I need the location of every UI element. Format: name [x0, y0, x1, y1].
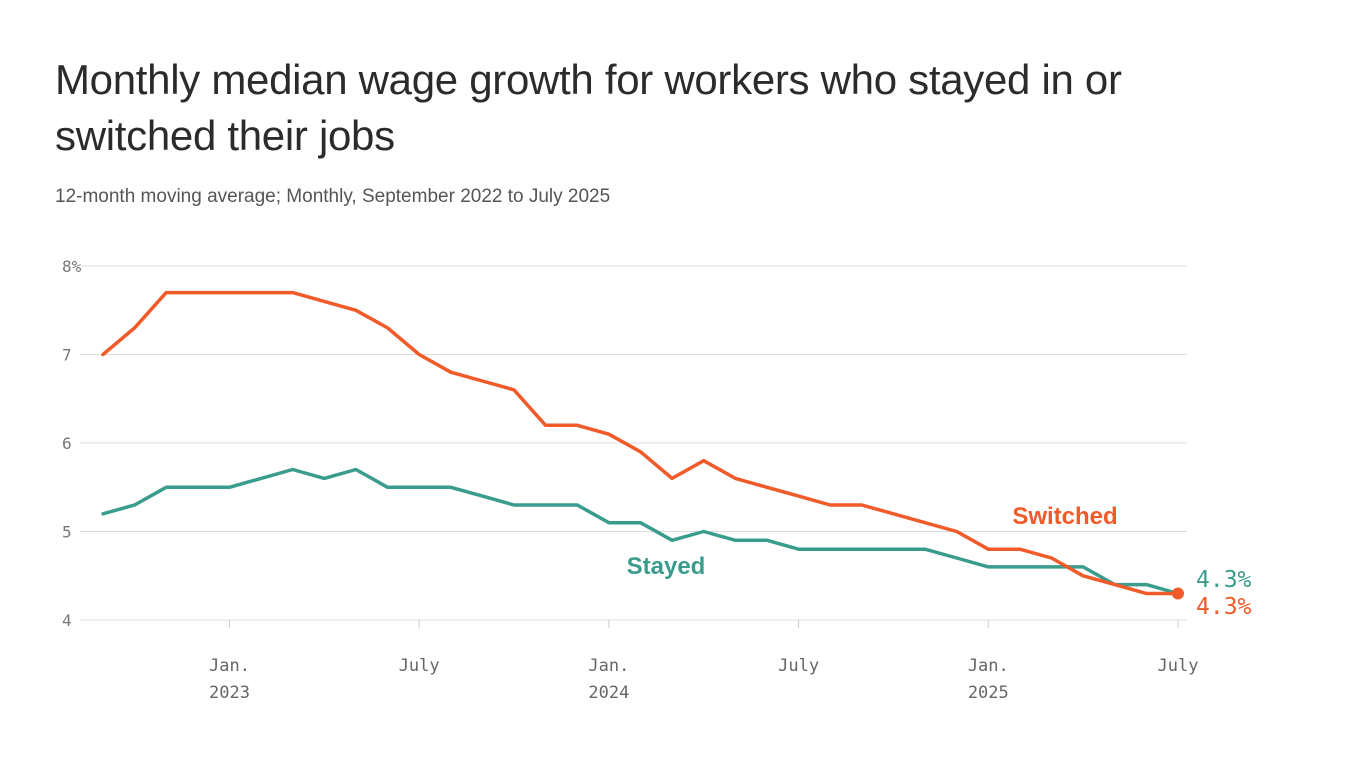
- gridlines: [80, 265, 1187, 621]
- x-tick-year-label: 2025: [968, 683, 1009, 703]
- x-tick-label: Jan.: [968, 656, 1009, 676]
- x-tick-label: July: [1158, 656, 1199, 676]
- series-label-stayed: Stayed: [627, 553, 706, 580]
- x-tick-label: July: [778, 656, 819, 676]
- x-tick-year-label: 2023: [209, 683, 250, 703]
- series-label-switched: Switched: [1012, 503, 1117, 530]
- chart-title: Monthly median wage growth for workers w…: [55, 56, 1122, 159]
- y-axis-ticks: 8% 7 6 5 4: [62, 257, 82, 630]
- x-tick-label: July: [399, 656, 440, 676]
- x-axis-ticks: Jan. 2023 July Jan. 2024 July Jan. 2025 July: [209, 620, 1198, 703]
- y-tick-label: 8%: [62, 257, 82, 276]
- series-lines: [101, 290, 1184, 600]
- y-tick-label: 4: [62, 611, 72, 630]
- y-tick-label: 6: [62, 434, 72, 453]
- chart-subtitle: 12-month moving average; Monthly, Septem…: [55, 186, 611, 207]
- x-tick-label: Jan.: [588, 656, 629, 676]
- series-line-stayed: [101, 467, 1180, 596]
- y-tick-label: 7: [62, 346, 72, 365]
- x-tick-year-label: 2024: [588, 683, 629, 703]
- series-line-switched: [101, 290, 1180, 596]
- x-tick-label: Jan.: [209, 656, 250, 676]
- end-point-marker: [1172, 587, 1184, 600]
- end-value-stayed: 4.3%: [1196, 567, 1252, 593]
- y-tick-label: 5: [62, 523, 72, 542]
- end-value-switched: 4.3%: [1196, 594, 1252, 620]
